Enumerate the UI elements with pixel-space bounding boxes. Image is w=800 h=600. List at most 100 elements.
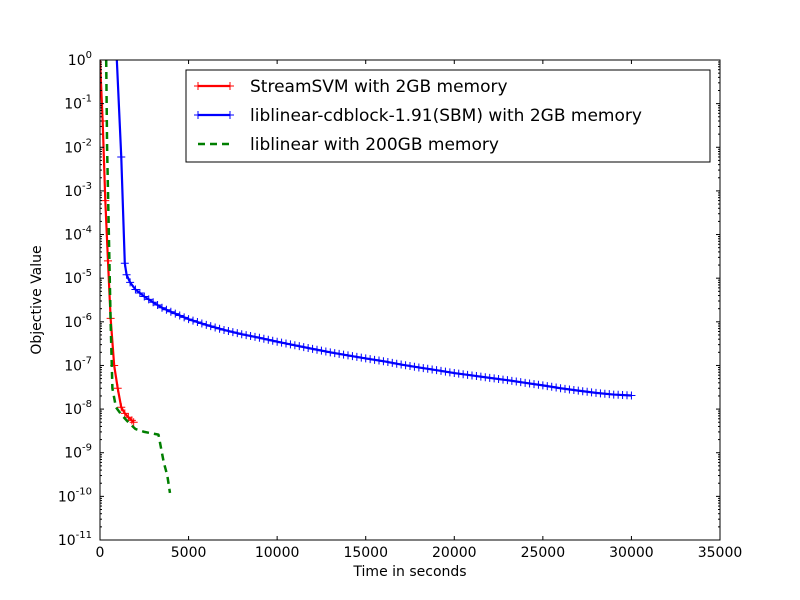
data-point [129,418,138,427]
interp-marker [516,378,525,387]
y-tick-label: 10-6 [64,312,92,331]
interp-marker [569,386,578,395]
y-tick-label: 10-3 [64,181,92,200]
data-point [308,344,317,353]
interp-marker [352,352,361,361]
interp-marker [392,359,401,368]
data-point [149,298,158,307]
data-point [361,354,370,363]
interp-marker [605,390,614,399]
interp-marker [410,362,419,371]
series-1 [112,60,636,400]
interp-marker [507,376,516,385]
y-tick-label: 10-8 [64,399,92,418]
interp-marker [370,355,379,364]
interp-marker [277,338,286,347]
data-point [450,369,459,378]
data-point [126,278,135,287]
interp-marker [246,332,255,341]
x-tick-label: 30000 [609,545,654,561]
data-point [255,333,264,342]
interp-marker [578,387,587,396]
interp-marker [472,372,481,381]
interp-marker [348,352,357,361]
interp-marker [295,342,304,351]
interp-marker [175,311,184,320]
data-point [140,292,149,301]
data-point [503,376,512,385]
interp-marker [441,367,450,376]
legend-label: liblinear with 200GB memory [250,135,499,155]
interp-marker [375,356,383,365]
y-tick-label: 10-10 [58,486,92,505]
interp-marker [481,373,490,382]
interp-marker [259,334,268,343]
interp-marker [282,339,290,348]
y-axis-title: Objective Value [29,245,45,354]
interp-marker [224,327,233,336]
interp-marker [406,361,414,370]
y-tick-label: 10-1 [64,94,92,113]
interp-marker [135,289,144,298]
legend-marker [194,111,202,119]
data-point [326,348,335,357]
data-point [485,373,494,382]
interp-marker [525,379,534,388]
interp-marker [565,385,574,394]
legend-marker [226,111,234,119]
legend-marker [226,82,234,90]
interp-marker [180,313,189,322]
plot-frame [99,59,721,541]
legend-marker [194,82,202,90]
interp-marker [330,349,339,358]
interp-marker [419,364,428,373]
interp-marker [171,309,180,318]
interp-marker [583,387,592,396]
interp-marker [383,358,392,367]
interp-marker [490,374,499,383]
data-point [122,270,131,279]
y-tick-label: 10-7 [64,355,92,374]
interp-marker [512,377,521,386]
x-tick-label: 5000 [171,545,207,561]
data-point [538,381,547,390]
data-point [117,403,126,412]
data-point [202,320,211,329]
data-point [120,259,129,268]
interp-marker [242,331,251,340]
interp-marker [357,353,366,362]
y-tick-label: 10-9 [64,443,92,462]
interp-marker [587,388,596,397]
data-point [112,60,121,64]
legend: StreamSVM with 2GB memory liblinear-cdblo… [185,69,711,163]
interp-marker [233,329,242,338]
data-point [120,409,129,418]
x-tick-label: 25000 [521,545,566,561]
interp-marker [153,301,162,310]
interp-marker [534,380,543,389]
interp-marker [268,336,277,345]
interp-marker [197,319,206,328]
data-point [432,366,441,375]
interp-marker [228,328,237,337]
interp-marker [286,340,295,349]
interp-marker [211,323,220,332]
interp-marker [454,369,463,378]
interp-marker [623,391,631,400]
data-point [574,386,583,395]
y-tick-label: 10-4 [64,225,92,244]
interp-marker [304,343,313,352]
interp-marker [547,382,556,391]
data-point [556,384,565,393]
legend-box [185,69,711,163]
data-point [127,416,136,425]
interp-marker [299,343,308,352]
data-point [220,325,228,334]
legend-label: liblinear-cdblock-1.91(SBM) with 2GB mem… [250,106,642,126]
data-point [101,196,110,205]
y-tick-label: 10-5 [64,268,92,287]
interp-marker [264,335,273,344]
data-point [166,307,175,316]
interp-marker [335,349,344,358]
interp-marker [144,295,153,304]
